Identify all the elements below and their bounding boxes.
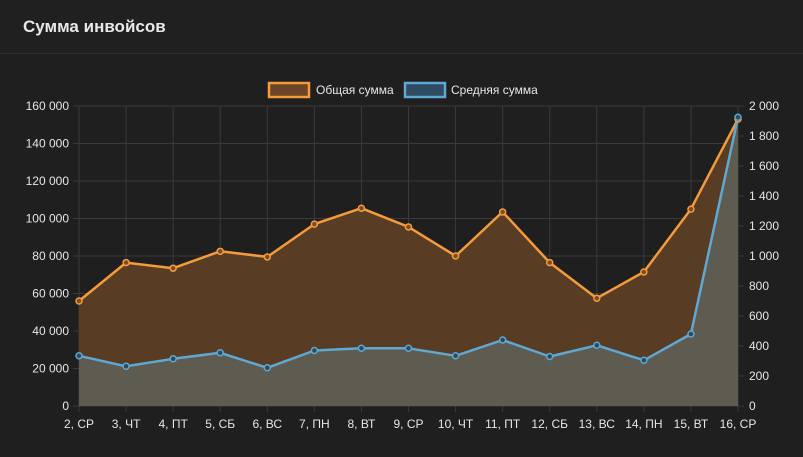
series-average-point [357,344,366,352]
series-average-point [169,355,177,363]
x-tick-label: 3, ЧТ [112,417,141,431]
series-total-point [640,268,648,276]
y-left-tick-label: 80 000 [32,249,69,263]
series-average-point [687,330,695,338]
series-average-point [498,336,507,344]
y-right-tick-label: 1 600 [749,159,779,173]
x-tick-label: 11, ПТ [485,417,521,431]
series-average-point [734,113,742,121]
series-average-point [75,352,83,360]
y-left-tick-label: 20 000 [32,362,69,376]
series-total-area [79,119,738,406]
y-left-tick-label: 120 000 [26,174,70,188]
y-right-tick-label: 0 [749,399,756,413]
x-tick-label: 8, ВТ [347,417,376,431]
invoice-sum-chart: 0 20 000 40 000 60 000 80 000 100 000 120 000 1… [26,81,779,431]
series-total-point [404,223,413,231]
series-average-point [640,356,648,364]
series-total-point [263,253,272,261]
y-right-tick-label: 1 400 [749,189,779,203]
y-right-tick-label: 2 000 [749,99,779,113]
series-average-area [79,117,738,407]
x-tick-label: 2, СР [64,417,94,431]
y-right-tick-label: 1 000 [749,249,779,263]
x-tick-label: 16, СР [720,417,757,431]
legend-total-label: Общая сумма [316,83,394,97]
y-right-tick-label: 400 [749,339,769,353]
y-right-tick-label: 200 [749,369,769,383]
y-right-tick-label: 800 [749,279,769,293]
series-average-point [310,346,319,355]
y-left-tick-label: 160 000 [26,99,70,113]
series-total-point [687,205,695,213]
y-right-tick-label: 1 200 [749,219,779,233]
legend-average-swatch [403,81,447,99]
x-tick-label: 10, ЧТ [438,417,474,431]
y-left-tick-label: 100 000 [26,212,70,226]
panel-header: Сумма инвойсов [0,0,803,54]
y-right-tick-label: 600 [749,309,769,323]
x-tick-label: 15, ВТ [674,417,709,431]
series-average-point [263,364,272,372]
panel-title: Сумма инвойсов [23,17,166,36]
series-average-point [593,341,601,349]
series-total-point [122,258,130,267]
series-average-point [404,344,413,352]
series-total-point [169,264,177,272]
x-tick-label: 5, СБ [205,417,235,431]
series-total-point [75,297,83,305]
series-average-point [122,362,130,370]
series-average-point [545,352,554,361]
series-total-point [451,252,460,260]
x-tick-label: 13, ВС [579,417,616,431]
x-tick-label: 12, СБ [531,417,568,431]
series-total-point [593,294,601,302]
series-average-point [451,352,460,360]
x-tick-label: 9, СР [393,417,423,431]
series-total-point [216,247,224,256]
legend-average-label: Средняя сумма [451,83,538,97]
series-average-point [216,349,224,357]
series-total-point [545,258,554,267]
x-tick-label: 7, ПН [299,417,330,431]
legend-total-swatch [267,81,311,99]
y-left-tick-label: 40 000 [32,324,69,338]
series-total-point [498,208,507,216]
y-left-tick-label: 60 000 [32,287,69,301]
y-left-tick-label: 140 000 [26,137,70,151]
x-tick-label: 14, ПН [625,417,662,431]
x-tick-label: 4, ПТ [158,417,188,431]
y-left-tick-label: 0 [62,399,69,413]
x-tick-label: 6, ВС [252,417,282,431]
series-total-point [357,204,366,212]
y-right-tick-label: 1 800 [749,129,779,143]
series-total-point [310,220,319,228]
